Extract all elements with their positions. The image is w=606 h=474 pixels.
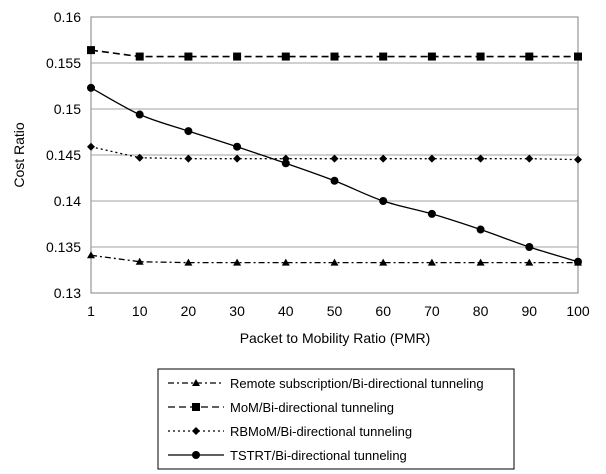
x-tick-label: 80 [473, 303, 489, 319]
data-point [379, 197, 388, 205]
x-tick-labels: 1 10 20 30 40 50 60 70 80 90 100 [87, 303, 590, 319]
legend-marker [192, 403, 200, 411]
data-point [135, 153, 144, 162]
data-point [135, 110, 144, 119]
legend-label: RBMoM/Bi-directional tunneling [230, 424, 412, 439]
legend: Remote subscription/Bi-directional tunne… [157, 368, 515, 470]
data-point [379, 258, 388, 266]
data-point [184, 154, 193, 163]
data-point [574, 155, 582, 164]
data-point [281, 258, 290, 266]
data-point [233, 52, 242, 61]
data-point [427, 209, 436, 218]
data-point [476, 154, 485, 163]
x-tick-label: 10 [132, 303, 148, 319]
data-point [87, 46, 95, 55]
legend-item: Remote subscription/Bi-directional tunne… [168, 376, 484, 391]
y-tick-label: 0.155 [46, 55, 81, 71]
x-tick-label: 1 [87, 303, 95, 319]
y-tick-label: 0.13 [54, 285, 81, 301]
data-point [476, 225, 485, 234]
legend-item: TSTRT/Bi-directional tunneling [168, 448, 407, 463]
data-point [330, 52, 339, 61]
y-tick-label: 0.15 [54, 101, 81, 117]
data-point [135, 257, 144, 265]
data-point [427, 258, 436, 266]
series-triangle [87, 251, 582, 266]
y-tick-label: 0.145 [46, 147, 81, 163]
series-square [87, 46, 582, 61]
x-tick-label: 30 [229, 303, 245, 319]
x-tick-label: 50 [327, 303, 343, 319]
y-tick-labels: 0.13 0.135 0.14 0.145 0.15 0.155 0.16 [46, 9, 81, 301]
data-point [87, 251, 95, 259]
x-axis-title: Packet to Mobility Ratio (PMR) [240, 330, 431, 346]
data-point [574, 257, 582, 266]
data-point [184, 127, 193, 136]
data-point [476, 258, 485, 266]
data-point [281, 52, 290, 61]
data-point [330, 258, 339, 266]
data-point [184, 258, 193, 266]
legend-label: TSTRT/Bi-directional tunneling [230, 448, 407, 463]
data-point [379, 52, 388, 61]
data-point [330, 176, 339, 185]
legend-box [157, 368, 515, 470]
legend-item: MoM/Bi-directional tunneling [168, 400, 394, 415]
x-tick-label: 60 [375, 303, 391, 319]
legend-marker [192, 427, 200, 435]
data-point [233, 142, 242, 151]
y-axis-title: Cost Ratio [11, 122, 27, 188]
data-point [427, 52, 436, 61]
gridlines [91, 62, 578, 248]
legend-label: Remote subscription/Bi-directional tunne… [230, 376, 484, 391]
x-tick-label: 90 [522, 303, 538, 319]
data-point [330, 154, 339, 163]
data-point [184, 52, 193, 61]
y-tick-label: 0.14 [54, 193, 81, 209]
x-tick-label: 40 [278, 303, 294, 319]
x-tick-label: 70 [424, 303, 440, 319]
data-point [574, 52, 582, 61]
legend-marker [192, 379, 200, 386]
x-tick-label: 20 [181, 303, 197, 319]
data-point [233, 154, 242, 163]
data-point [525, 154, 534, 163]
data-point [281, 159, 290, 168]
data-point [135, 52, 144, 61]
x-tick-label: 100 [566, 303, 590, 319]
legend-label: MoM/Bi-directional tunneling [230, 400, 394, 415]
data-point [87, 83, 95, 92]
data-point [233, 258, 242, 266]
data-point [525, 52, 534, 61]
series-circle [87, 83, 582, 266]
legend-marker [192, 451, 200, 459]
data-point [87, 142, 95, 151]
y-tick-label: 0.16 [54, 9, 81, 25]
data-point [525, 258, 534, 266]
y-tick-label: 0.135 [46, 239, 81, 255]
data-point [379, 154, 388, 163]
data-point [476, 52, 485, 61]
data-point [525, 243, 534, 251]
series-layer [87, 46, 582, 266]
legend-item: RBMoM/Bi-directional tunneling [168, 424, 412, 439]
data-point [427, 154, 436, 163]
